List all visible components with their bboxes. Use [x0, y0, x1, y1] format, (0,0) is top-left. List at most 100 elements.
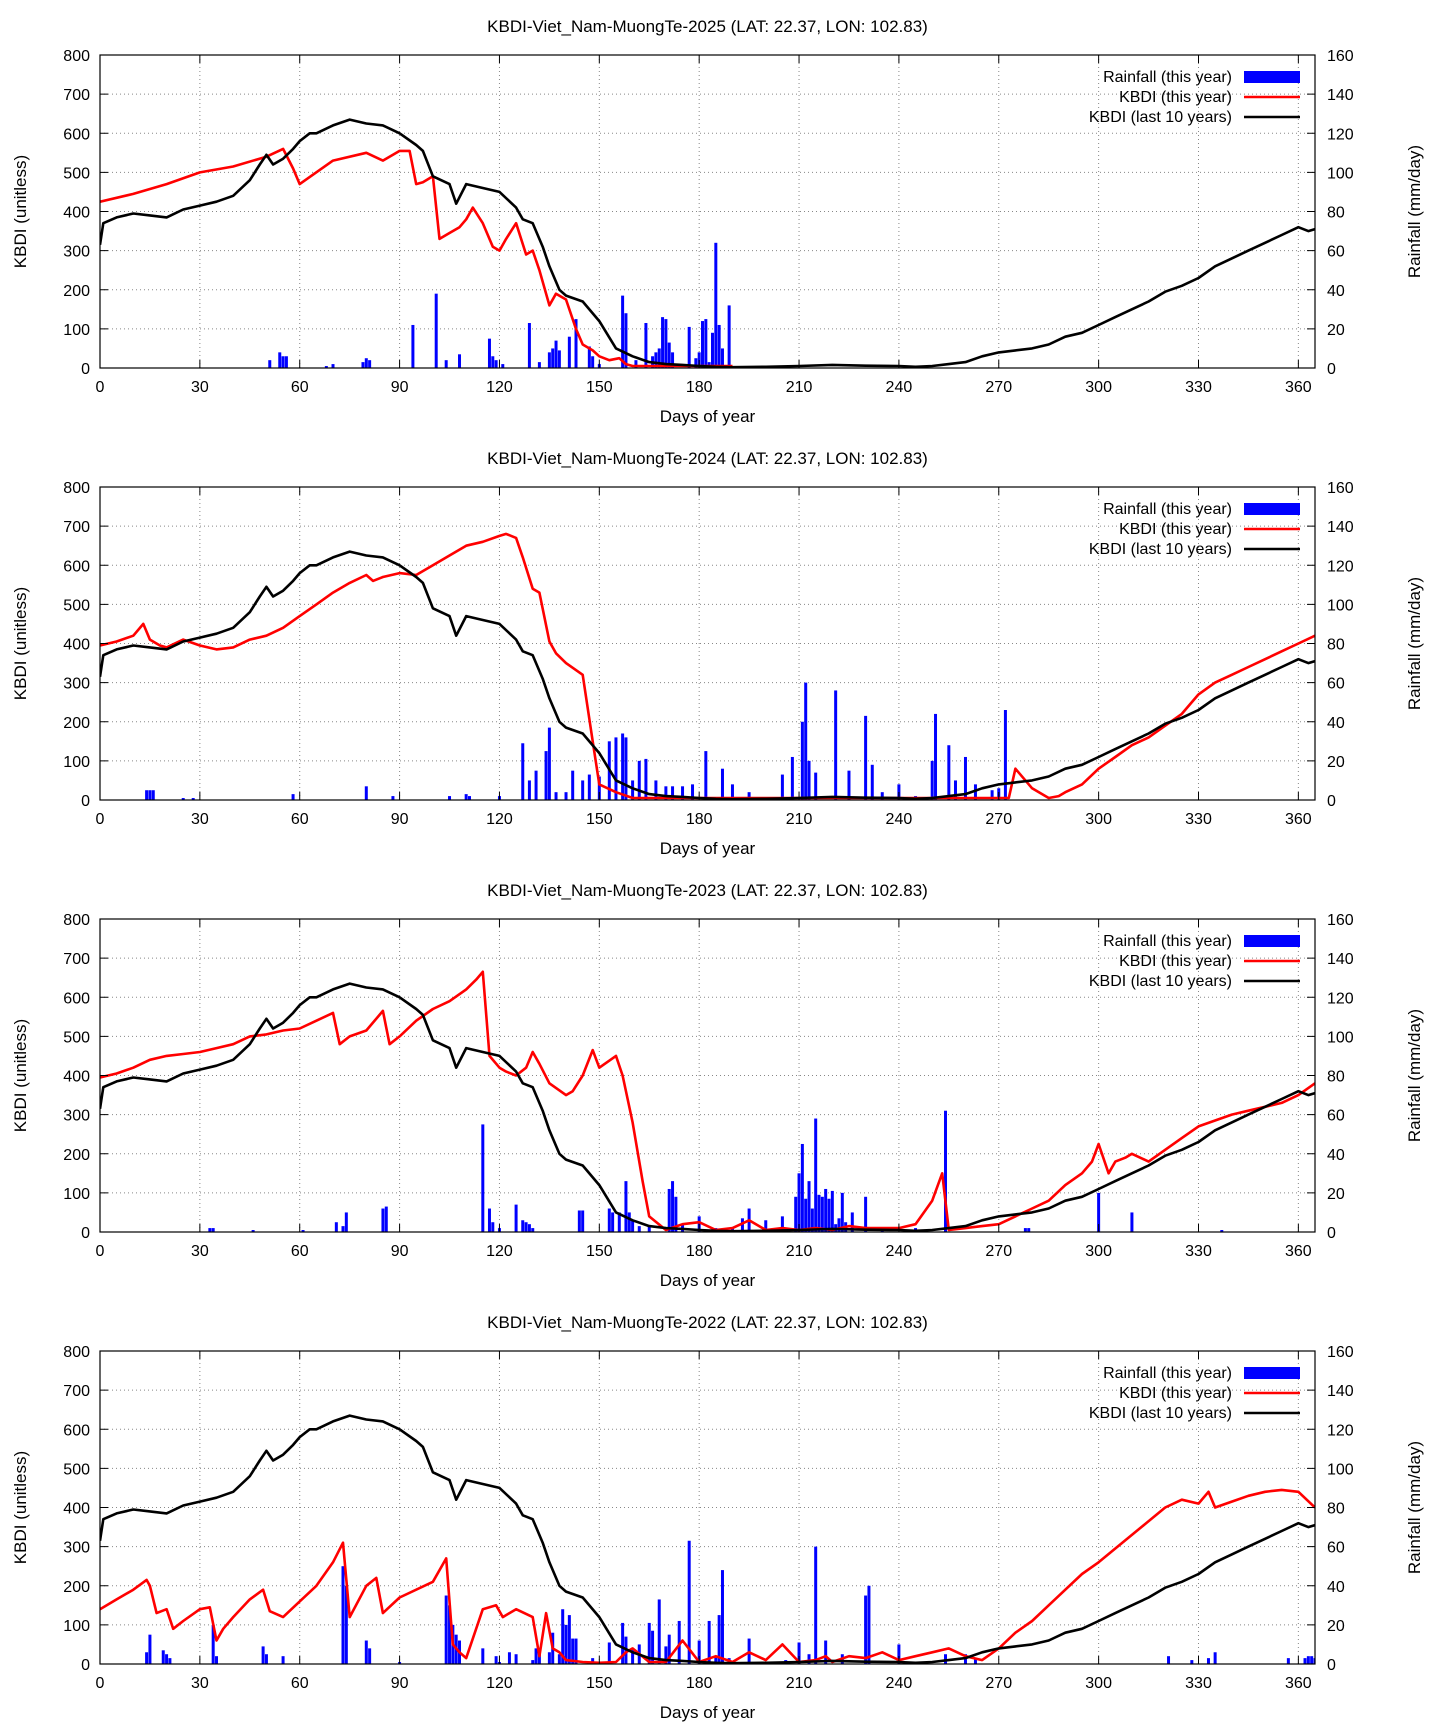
rainfall-bar	[720, 1570, 724, 1664]
y2-tick-label: 100	[1327, 1461, 1354, 1478]
y-tick-label: 0	[81, 793, 90, 810]
rainfall-bar	[797, 1642, 801, 1664]
rainfall-bar	[344, 1212, 348, 1232]
x-axis: 0 30 60 90 120 150 180 210 240 270 300 330 360	[96, 1351, 1312, 1692]
rainfall-bar	[611, 1212, 615, 1232]
rainfall-bar	[677, 1620, 681, 1664]
y-tick-label: 100	[63, 1618, 90, 1635]
rainfall-bar	[597, 776, 601, 800]
chart-title: KBDI-Viet_Nam-MuongTe-2025 (LAT: 22.37, …	[487, 17, 928, 36]
gridlines	[100, 1351, 1315, 1664]
rainfall-bar	[671, 786, 675, 800]
rainfall-bar	[574, 1638, 578, 1664]
rainfall-bar	[561, 1609, 565, 1664]
rainfall-bar	[554, 340, 558, 368]
legend-swatch-rainfall	[1244, 1367, 1300, 1379]
rainfall-bar	[264, 1654, 268, 1664]
rainfall-bar	[614, 737, 618, 800]
gridlines	[100, 55, 1315, 368]
kbdi-chart-2: KBDI-Viet_Nam-MuongTe-2023 (LAT: 22.37, …	[11, 881, 1424, 1290]
legend-swatch-rainfall	[1244, 935, 1300, 947]
x-tick-label: 60	[291, 811, 309, 828]
legend-label: KBDI (last 10 years)	[1089, 541, 1232, 558]
y-tick-label: 300	[63, 244, 90, 261]
rainfall-bar	[368, 360, 372, 368]
rainfall-bar	[494, 1656, 498, 1664]
kbdi-last-10-years-line	[100, 550, 1315, 800]
rainfall-bar	[764, 1220, 768, 1232]
y-axis-right: 0 20 40 60 80 100 120 140 160	[1327, 480, 1354, 810]
rainfall-bar	[591, 356, 595, 368]
y-tick-label: 800	[63, 1344, 90, 1361]
x-tick-label: 60	[291, 1675, 309, 1692]
rainfall-bar	[364, 786, 368, 800]
y-tick-label: 300	[63, 676, 90, 693]
rainfall-bar	[930, 760, 934, 800]
rainfall-bar	[534, 770, 538, 800]
y-tick-label: 700	[63, 519, 90, 536]
rainfall-bar	[647, 1226, 651, 1232]
rainfall-bar	[381, 1208, 385, 1232]
y2-tick-label: 80	[1327, 205, 1345, 222]
rainfall-bar	[664, 319, 668, 368]
rainfall-bar	[824, 1640, 828, 1664]
rainfall-bar	[527, 1224, 531, 1232]
legend-label: KBDI (this year)	[1119, 953, 1232, 970]
x-tick-label: 360	[1285, 1243, 1312, 1260]
rainfall-bar	[973, 1658, 977, 1664]
y-tick-label: 0	[81, 1225, 90, 1242]
y2-tick-label: 160	[1327, 48, 1354, 65]
rainfall-bar	[208, 1228, 212, 1232]
x-tick-label: 300	[1085, 1675, 1112, 1692]
rainfall-bar	[647, 1622, 651, 1664]
rainfall-bar	[747, 792, 751, 800]
rainfall-bar	[567, 336, 571, 368]
rainfall-bar	[697, 1640, 701, 1664]
rainfall-bar	[1097, 1192, 1101, 1232]
y2-tick-label: 100	[1327, 165, 1354, 182]
x-tick-label: 210	[786, 1675, 813, 1692]
x-axis-label: Days of year	[660, 407, 756, 426]
rainfall-bar	[564, 1624, 568, 1664]
rainfall-bar	[1213, 1652, 1217, 1664]
rainfall-bar	[467, 796, 471, 800]
rainfall-bar	[944, 1654, 948, 1664]
rainfall-bar	[1286, 1658, 1290, 1664]
rainfall-bar	[804, 682, 808, 800]
x-tick-label: 360	[1285, 1675, 1312, 1692]
legend: Rainfall (this year) KBDI (this year) KBDI…	[1089, 501, 1300, 558]
x-tick-label: 120	[486, 1243, 513, 1260]
rainfall-bar	[694, 358, 698, 368]
rainfall-bar	[521, 743, 525, 800]
y-axis-left: 0 100 200 300 400 500 600 700 800	[63, 48, 1315, 378]
kbdi-this-year-line	[100, 147, 733, 368]
rainfall-bar	[148, 1634, 152, 1664]
rainfall-bar	[261, 1646, 265, 1664]
y-axis-left: 0 100 200 300 400 500 600 700 800	[63, 1344, 1315, 1674]
rainfall-bar	[531, 1228, 535, 1232]
rainfall-bar	[1190, 1660, 1194, 1664]
x-tick-label: 270	[985, 379, 1012, 396]
x-axis: 0 30 60 90 120 150 180 210 240 270 300 330 360	[96, 487, 1312, 828]
x-tick-label: 210	[786, 379, 813, 396]
rainfall-bar	[621, 1622, 625, 1664]
rainfall-bar	[581, 780, 585, 800]
x-tick-label: 180	[686, 811, 713, 828]
gridlines	[100, 487, 1315, 800]
rainfall-bar	[291, 794, 295, 800]
y2-axis-label: Rainfall (mm/day)	[1405, 1009, 1424, 1142]
x-tick-label: 90	[391, 1243, 409, 1260]
x-tick-label: 0	[96, 811, 105, 828]
y2-tick-label: 40	[1327, 1579, 1345, 1596]
rainfall-bar	[671, 1181, 675, 1232]
rainfall-bar	[531, 1660, 535, 1664]
y-axis-left: 0 100 200 300 400 500 600 700 800	[63, 480, 1315, 810]
rainfall-bar	[621, 733, 625, 800]
rainfall-bar	[161, 1650, 165, 1664]
rainfall-bar	[717, 324, 721, 368]
rainfall-bar	[251, 1230, 255, 1232]
rainfall-bar	[581, 1210, 585, 1232]
rainfall-bar	[281, 1656, 285, 1664]
y2-tick-label: 160	[1327, 1344, 1354, 1361]
y2-tick-label: 80	[1327, 1069, 1345, 1086]
